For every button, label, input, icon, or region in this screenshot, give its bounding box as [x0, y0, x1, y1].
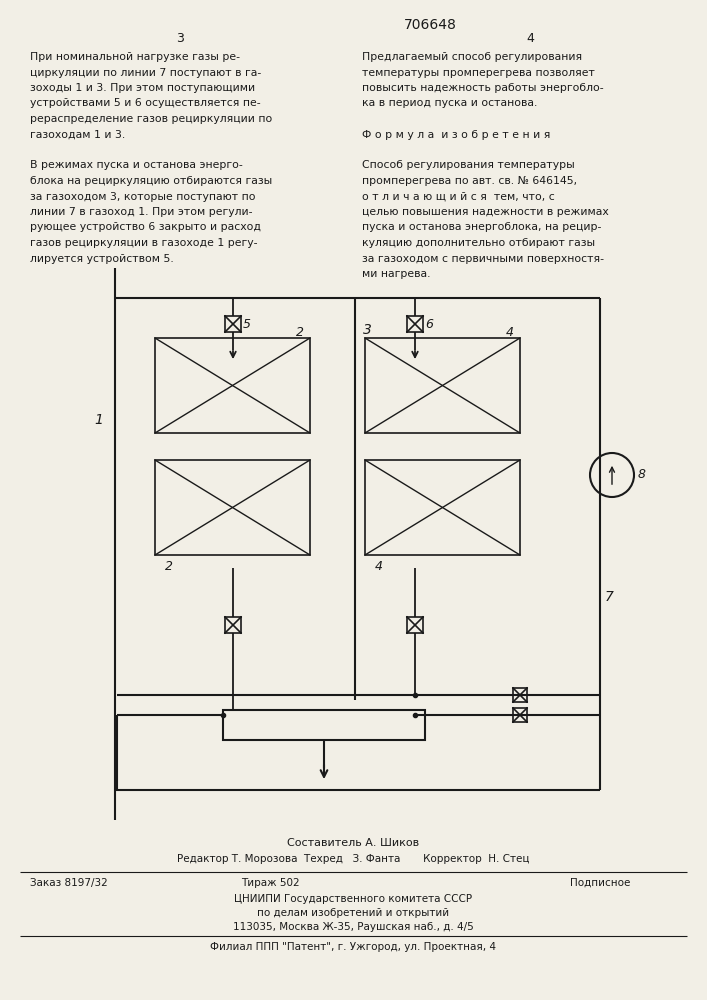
Text: пуска и останова энергоблока, на рецир-: пуска и останова энергоблока, на рецир-	[362, 223, 602, 232]
Text: устройствами 5 и 6 осуществляется пе-: устройствами 5 и 6 осуществляется пе-	[30, 99, 261, 108]
Text: по делам изобретений и открытий: по делам изобретений и открытий	[257, 908, 449, 918]
Text: рующее устройство 6 закрыто и расход: рующее устройство 6 закрыто и расход	[30, 223, 261, 232]
Text: 4: 4	[526, 32, 534, 45]
Text: Составитель А. Шиков: Составитель А. Шиков	[287, 838, 419, 848]
Text: блока на рециркуляцию отбираются газы: блока на рециркуляцию отбираются газы	[30, 176, 272, 186]
Text: рераспределение газов рециркуляции по: рераспределение газов рециркуляции по	[30, 114, 272, 124]
Text: Филиал ППП "Патент", г. Ужгород, ул. Проектная, 4: Филиал ППП "Патент", г. Ужгород, ул. Про…	[210, 942, 496, 952]
Text: При номинальной нагрузке газы ре-: При номинальной нагрузке газы ре-	[30, 52, 240, 62]
Text: 3: 3	[176, 32, 184, 45]
Text: 7: 7	[605, 590, 614, 604]
Text: линии 7 в газоход 1. При этом регули-: линии 7 в газоход 1. При этом регули-	[30, 207, 252, 217]
Text: Заказ 8197/32: Заказ 8197/32	[30, 878, 107, 888]
Text: лируется устройством 5.: лируется устройством 5.	[30, 253, 174, 263]
Text: зоходы 1 и 3. При этом поступающими: зоходы 1 и 3. При этом поступающими	[30, 83, 255, 93]
Bar	[365, 338, 520, 433]
Text: за газоходом 3, которые поступают по: за газоходом 3, которые поступают по	[30, 192, 255, 202]
Text: целью повышения надежности в режимах: целью повышения надежности в режимах	[362, 207, 609, 217]
Text: температуры промперегрева позволяет: температуры промперегрева позволяет	[362, 68, 595, 78]
Text: газов рециркуляции в газоходе 1 регу-: газов рециркуляции в газоходе 1 регу-	[30, 238, 257, 248]
Text: газоходам 1 и 3.: газоходам 1 и 3.	[30, 129, 125, 139]
Text: куляцию дополнительно отбирают газы: куляцию дополнительно отбирают газы	[362, 238, 595, 248]
Text: Предлагаемый способ регулирования: Предлагаемый способ регулирования	[362, 52, 582, 62]
Text: В режимах пуска и останова энерго-: В режимах пуска и останова энерго-	[30, 160, 243, 170]
Text: 706648: 706648	[404, 18, 457, 32]
Text: 2: 2	[296, 326, 304, 339]
Text: 2: 2	[165, 560, 173, 573]
Text: 4: 4	[375, 560, 383, 573]
Text: за газоходом с первичными поверхностя-: за газоходом с первичными поверхностя-	[362, 253, 604, 263]
Bar	[365, 460, 520, 555]
Text: Тираж 502: Тираж 502	[240, 878, 299, 888]
Text: 6: 6	[425, 318, 433, 331]
Text: о т л и ч а ю щ и й с я  тем, что, с: о т л и ч а ю щ и й с я тем, что, с	[362, 192, 555, 202]
Text: Редактор Т. Морозова  Техред   З. Фанта       Корректор  Н. Стец: Редактор Т. Морозова Техред З. Фанта Кор…	[177, 854, 530, 864]
Text: ка в период пуска и останова.: ка в период пуска и останова.	[362, 99, 537, 108]
Text: 5: 5	[243, 318, 251, 331]
Bar	[155, 460, 310, 555]
Bar	[223, 710, 425, 740]
Text: циркуляции по линии 7 поступают в га-: циркуляции по линии 7 поступают в га-	[30, 68, 262, 78]
Text: 4: 4	[506, 326, 514, 339]
Text: Ф о р м у л а  и з о б р е т е н и я: Ф о р м у л а и з о б р е т е н и я	[362, 129, 550, 139]
Text: 8: 8	[638, 468, 646, 482]
Text: 1: 1	[94, 413, 103, 427]
Text: повысить надежность работы энергобло-: повысить надежность работы энергобло-	[362, 83, 604, 93]
Text: ми нагрева.: ми нагрева.	[362, 269, 431, 279]
Text: 113035, Москва Ж-35, Раушская наб., д. 4/5: 113035, Москва Ж-35, Раушская наб., д. 4…	[233, 922, 474, 932]
Text: Способ регулирования температуры: Способ регулирования температуры	[362, 160, 575, 170]
Bar	[155, 338, 310, 433]
Text: Подписное: Подписное	[570, 878, 631, 888]
Text: ЦНИИПИ Государственного комитета СССР: ЦНИИПИ Государственного комитета СССР	[234, 894, 472, 904]
Text: промперегрева по авт. св. № 646145,: промперегрева по авт. св. № 646145,	[362, 176, 577, 186]
Text: 3: 3	[363, 323, 372, 337]
